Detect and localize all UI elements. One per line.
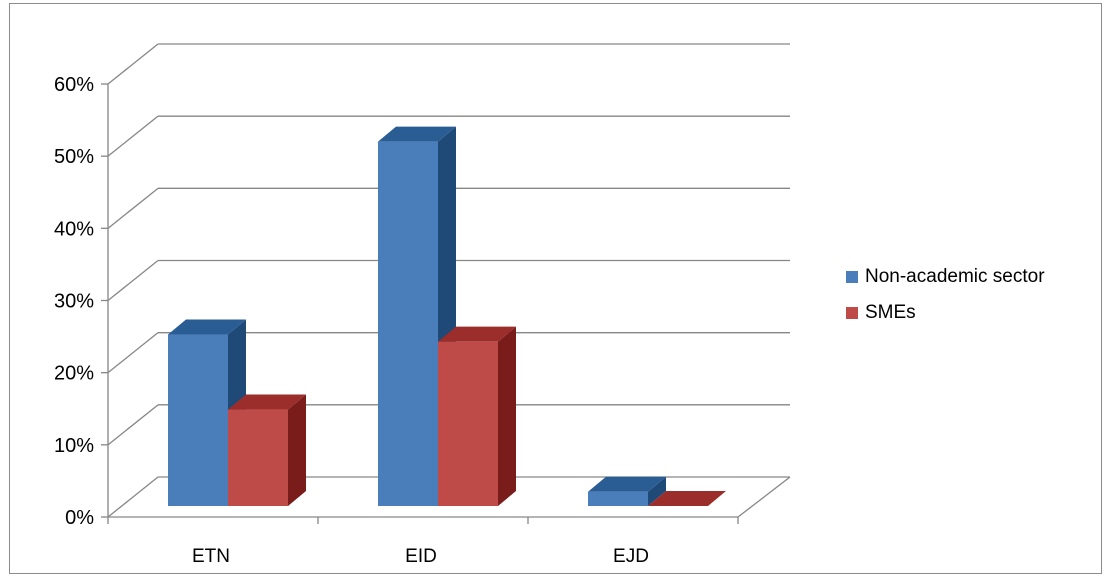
legend-item-non-academic: Non-academic sector — [846, 262, 1045, 292]
y-tick-label: 0% — [65, 507, 94, 529]
legend: Non-academic sector SMEs — [846, 262, 1045, 334]
bar-top — [168, 319, 246, 335]
legend-swatch-smes — [846, 307, 858, 319]
gridline-side — [107, 404, 159, 446]
bar-side — [648, 476, 666, 506]
y-tick-label: 20% — [54, 363, 94, 385]
gridline-side — [107, 476, 159, 518]
gridline-side — [107, 187, 159, 229]
floor-right-edge — [737, 476, 791, 518]
y-tick-label: 10% — [54, 435, 94, 457]
y-tick-label: 60% — [54, 74, 94, 96]
bar-side — [498, 326, 516, 506]
bar-top — [588, 476, 666, 492]
y-tick-label: 50% — [54, 146, 94, 168]
x-tick-label: ETN — [192, 546, 230, 567]
y-tick-label: 40% — [54, 218, 94, 240]
legend-swatch-non-academic — [846, 271, 858, 283]
legend-label-non-academic: Non-academic sector — [865, 266, 1045, 287]
legend-item-smes: SMEs — [846, 298, 1045, 328]
bar-top — [378, 126, 456, 142]
bar-top — [228, 394, 306, 410]
bar — [588, 491, 648, 506]
legend-label-smes: SMEs — [865, 302, 916, 323]
x-tick-label: EJD — [613, 546, 649, 567]
bar-top — [438, 326, 516, 342]
gridline-side — [107, 332, 159, 374]
bar-top — [648, 491, 726, 506]
y-tick-label: 30% — [54, 291, 94, 313]
bar — [378, 141, 438, 506]
bar — [168, 334, 228, 506]
bar-side — [288, 394, 306, 506]
gridline-side — [107, 115, 159, 157]
gridline-side — [107, 259, 159, 302]
bar — [228, 409, 288, 506]
bar — [438, 341, 498, 506]
gridline-side — [107, 43, 159, 85]
x-tick-label: EID — [405, 546, 437, 567]
